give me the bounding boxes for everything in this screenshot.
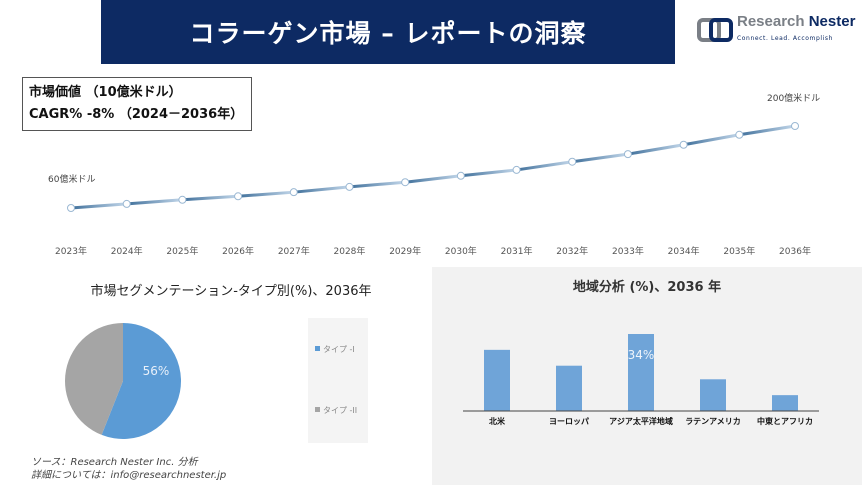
x-tick-label: 2031年	[501, 245, 533, 257]
line-point	[289, 188, 298, 197]
bar	[556, 365, 582, 411]
bar	[628, 334, 654, 411]
x-tick-label: 2036年	[779, 245, 811, 257]
line-segment	[70, 202, 127, 210]
pie-legend	[308, 318, 368, 443]
x-tick-label: 2026年	[222, 245, 254, 257]
bar-category-label: 中東とアフリカ	[757, 416, 813, 426]
bar-category-label: ラテンアメリカ	[685, 417, 741, 426]
source-text: ソース：Research Nester Inc. 分析	[31, 457, 198, 468]
x-tick-label: 2023年	[55, 245, 87, 257]
legend-label: タイプ -I	[323, 345, 355, 354]
x-tick-label: 2028年	[334, 245, 366, 257]
x-tick-label: 2027年	[278, 245, 310, 257]
x-tick-label: 2030年	[445, 245, 477, 257]
line-segment	[126, 198, 183, 206]
line-segment	[516, 160, 573, 172]
logo-name-bold: Nester	[808, 13, 856, 30]
line-segment	[182, 194, 239, 202]
bar	[700, 379, 726, 411]
contact-text: 詳細については：info@researchnester.jp	[31, 470, 227, 481]
start-value-label: 60億米ドル	[48, 173, 95, 185]
line-point	[568, 157, 577, 166]
x-tick-label: 2033年	[612, 245, 644, 257]
line-point	[122, 199, 131, 208]
pie-slice	[64, 323, 123, 435]
line-point	[178, 195, 187, 204]
x-tick-label: 2035年	[723, 245, 755, 257]
x-tick-label: 2024年	[111, 245, 143, 257]
line-point	[456, 171, 465, 180]
line-point	[679, 140, 688, 149]
legend-swatch	[315, 407, 320, 412]
line-segment	[404, 174, 462, 184]
bar-category-label: ヨーロッパ	[549, 416, 589, 426]
line-segment	[460, 168, 517, 178]
line-point	[401, 178, 410, 187]
x-tick-label: 2025年	[166, 245, 198, 257]
market-value-label: 市場価値 （10億米ドル）	[29, 85, 182, 100]
x-tick-label: 2029年	[389, 245, 421, 257]
logo-name: Research	[737, 13, 805, 30]
bar-data-label: 34%	[628, 348, 655, 362]
x-tick-label: 2032年	[556, 245, 588, 257]
line-segment	[293, 185, 350, 194]
source-note: ソース：Research Nester Inc. 分析 詳細については：info…	[31, 456, 226, 482]
market-info-box: 市場価値 （10億米ドル） CAGR% -8% （2024－2036年）	[22, 77, 253, 131]
cagr-label: CAGR% -8% （2024－2036年）	[29, 107, 244, 122]
x-tick-label: 2034年	[668, 245, 700, 257]
line-point	[512, 165, 521, 174]
line-point	[234, 192, 243, 201]
bar	[772, 395, 798, 411]
pie-slice	[101, 323, 181, 439]
bar-title: 地域分析 (%)、2036 年	[573, 279, 721, 295]
line-segment	[739, 124, 796, 137]
bar	[484, 349, 510, 411]
legend-swatch	[315, 346, 320, 351]
line-segment	[627, 143, 684, 156]
logo-icon	[697, 18, 733, 42]
bar-category-label: アジア太平洋地域	[609, 416, 673, 426]
pie-title: 市場セグメンテーション-タイプ別(%)、2036年	[90, 283, 371, 299]
research-nester-logo: Research Nester Connect. Lead. Accomplis…	[697, 13, 857, 47]
line-segment	[349, 180, 406, 189]
line-point	[623, 150, 632, 159]
line-point	[735, 130, 744, 139]
logo-tagline: Connect. Lead. Accomplish	[737, 35, 834, 42]
legend-label: タイプ -II	[323, 406, 357, 415]
bar-category-label: 北米	[489, 416, 506, 426]
line-segment	[237, 190, 294, 198]
line-point	[345, 182, 354, 191]
end-value-label: 200億米ドル	[767, 92, 820, 104]
line-segment	[572, 152, 629, 164]
line-segment	[683, 133, 740, 147]
line-point	[791, 122, 799, 130]
pie-data-label: 56%	[143, 364, 170, 378]
line-point	[67, 204, 75, 212]
page-title: コラーゲン市場 – レポートの洞察	[101, 0, 675, 64]
